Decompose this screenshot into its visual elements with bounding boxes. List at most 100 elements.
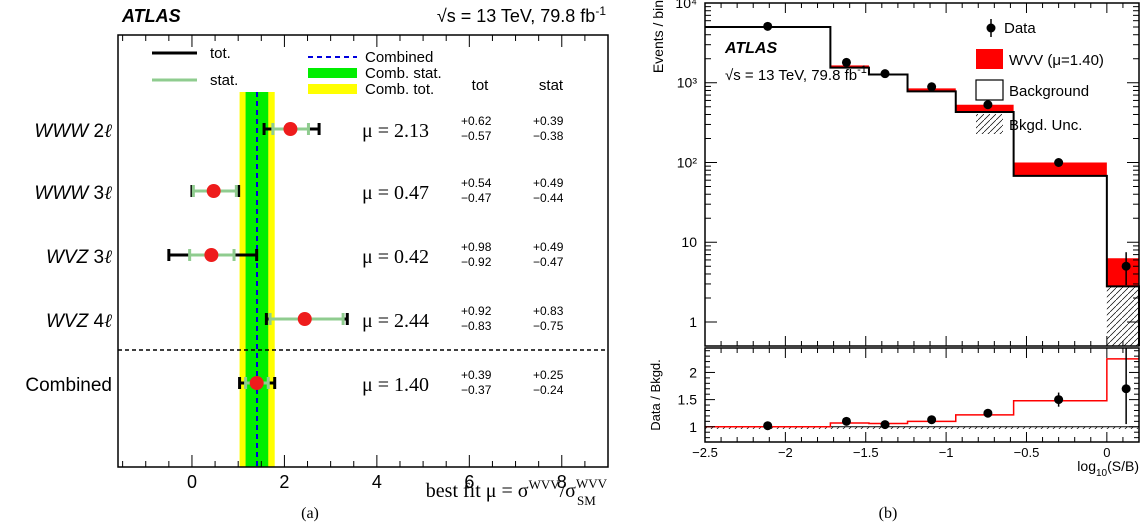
- stat-down-label: −0.38: [533, 129, 564, 143]
- legend-background-swatch: [975, 79, 1004, 101]
- legend-comb-tot-label: Comb. tot.: [365, 81, 434, 98]
- x-tick-label-a: 4: [372, 472, 382, 492]
- data-point: [763, 21, 773, 31]
- category-label: Combined: [25, 375, 112, 396]
- mu-value-label: μ = 0.47: [362, 182, 429, 204]
- x-tick-label-a: 2: [279, 472, 289, 492]
- tot-down-label: −0.57: [461, 129, 492, 143]
- data-point: [983, 100, 993, 110]
- signal-bar: [830, 65, 869, 68]
- y-tick-label-b: 1: [689, 314, 697, 330]
- y-tick-label-ratio: 2: [689, 364, 697, 380]
- category-label: WVZ 4ℓ: [46, 311, 112, 332]
- legend-comb-stat-label: Comb. stat.: [365, 65, 442, 82]
- tot-up-label: +0.98: [461, 240, 492, 254]
- x-tick-label-b: −1.5: [853, 445, 879, 460]
- data-point: [1054, 157, 1064, 167]
- data-point: [841, 57, 851, 67]
- tot-down-label: −0.83: [461, 319, 492, 333]
- x-tick-label-b: 0: [1103, 445, 1110, 460]
- category-label: WWW 3ℓ: [34, 183, 112, 204]
- x-tick-label-b: −1: [939, 445, 954, 460]
- mu-marker: [204, 248, 219, 262]
- x-tick-label-b: −2.5: [692, 445, 718, 460]
- x-tick-label-a: 8: [557, 472, 567, 492]
- plot-frame-a: [117, 34, 609, 468]
- y-axis-label-b-top: Events / bin: [650, 0, 666, 73]
- y-tick-label-b: 10: [681, 234, 697, 250]
- legend-combined-label: Combined: [365, 49, 433, 66]
- tot-down-label: −0.92: [461, 255, 492, 269]
- bkg-unc-hatch: [1106, 286, 1138, 346]
- comb-stat-band: [245, 92, 269, 467]
- x-axis-label-b: log10(S/B): [1077, 458, 1139, 479]
- legend-bkg-unc-label: Bkgd. Unc.: [1009, 117, 1082, 134]
- mu-value-label: μ = 1.40: [362, 374, 429, 396]
- col-header-stat: stat: [539, 77, 564, 94]
- stat-up-label: +0.49: [533, 240, 564, 254]
- col-header-tot: tot: [472, 77, 490, 94]
- energy-label-b: √s = 13 TeV, 79.8 fb-1: [725, 64, 867, 84]
- ratio-point: [927, 415, 937, 425]
- y-tick-label-b: 10⁴: [675, 0, 697, 11]
- ratio-signal-line: [705, 358, 1139, 428]
- y-tick-label-ratio: 1.5: [678, 392, 698, 408]
- tot-down-label: −0.37: [461, 383, 492, 397]
- panel-b-sb-distribution: −2.5 −2 −1.5 −1 −0.5 0 1 10 10² 10³ 10⁴ 1 1.5 2 ATLAS…: [648, 0, 1140, 522]
- atlas-label-a: ATLAS: [121, 6, 181, 26]
- stat-up-label: +0.49: [533, 176, 564, 190]
- signal-bar: [1106, 258, 1139, 287]
- x-tick-label-b: −0.5: [1014, 445, 1040, 460]
- legend-comb-stat-swatch: [308, 68, 357, 78]
- stat-down-label: −0.47: [533, 255, 564, 269]
- stat-up-label: +0.39: [533, 114, 564, 128]
- x-tick-label-b: −2: [778, 445, 793, 460]
- legend-wvv-swatch: [976, 49, 1003, 69]
- tot-up-label: +0.39: [461, 368, 492, 382]
- x-tick-label-a: 0: [187, 472, 197, 492]
- legend-data-label: Data: [1004, 20, 1036, 37]
- panel-label-b: (b): [879, 505, 898, 522]
- signal-bar: [955, 104, 1014, 112]
- ratio-unc-hatch: [705, 426, 1138, 429]
- data-point: [927, 82, 937, 92]
- ratio-point: [1121, 384, 1131, 394]
- mu-value-label: μ = 2.13: [362, 120, 429, 142]
- legend-tot-label: tot.: [210, 45, 231, 62]
- category-label: WVZ 3ℓ: [46, 247, 112, 268]
- ratio-point: [841, 416, 851, 426]
- energy-label-a: √s = 13 TeV, 79.8 fb-1: [437, 4, 607, 26]
- plot-frame-b-ratio: [704, 347, 1140, 443]
- tot-up-label: +0.62: [461, 114, 492, 128]
- mu-value-label: μ = 2.44: [362, 310, 429, 332]
- x-axis-label-a: best fit μ = σWVV/σWVV SM: [426, 476, 608, 508]
- mu-marker: [206, 184, 221, 198]
- legend-bkg-unc-swatch: [976, 114, 1003, 134]
- y-tick-label-b: 10²: [677, 154, 698, 170]
- legend-stat-label: stat.: [210, 72, 238, 89]
- tot-down-label: −0.47: [461, 191, 492, 205]
- y-tick-label-ratio: 1: [689, 419, 697, 435]
- mu-marker: [297, 312, 312, 326]
- mu-marker: [249, 376, 264, 390]
- x-tick-label-a: 6: [464, 472, 474, 492]
- y-tick-label-b: 10³: [677, 75, 698, 91]
- stat-up-label: +0.25: [533, 368, 564, 382]
- ratio-point: [763, 421, 773, 431]
- legend-comb-tot-swatch: [308, 84, 357, 94]
- data-point: [880, 69, 890, 79]
- panel-label-a: (a): [301, 505, 319, 522]
- stat-up-label: +0.83: [533, 304, 564, 318]
- signal-bar: [1013, 162, 1107, 176]
- stat-down-label: −0.24: [533, 383, 564, 397]
- data-point: [1121, 261, 1131, 271]
- mu-marker: [283, 122, 298, 136]
- y-axis-label-b-ratio: Data / Bkgd.: [648, 359, 663, 431]
- legend-background-label: Background: [1009, 83, 1089, 100]
- stat-down-label: −0.75: [533, 319, 564, 333]
- background-histogram: [705, 26, 1140, 346]
- legend-wvv-label: WVV (μ=1.40): [1009, 52, 1104, 69]
- atlas-label-b: ATLAS: [724, 40, 777, 57]
